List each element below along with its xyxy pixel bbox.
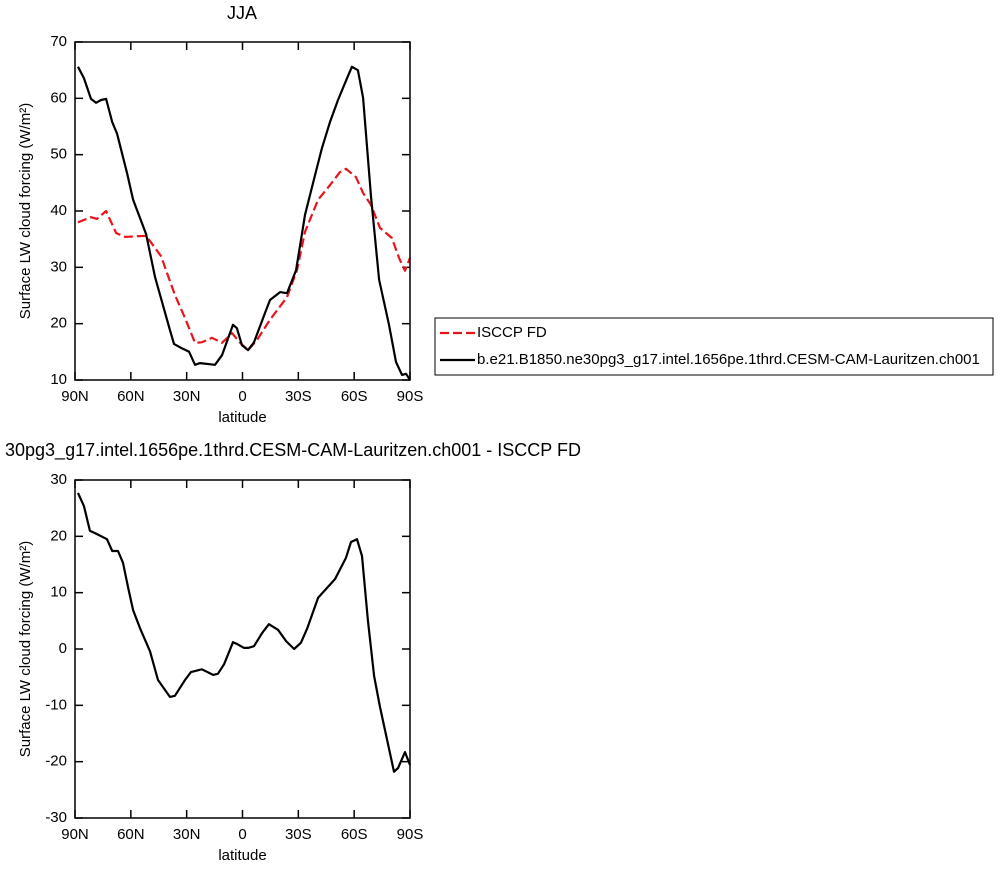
legend-box — [434, 317, 994, 376]
x-axis-label: latitude — [218, 847, 266, 864]
x-tick-label: 90S — [397, 388, 424, 405]
data-line — [76, 492, 412, 773]
x-tick-label: 30S — [285, 388, 312, 405]
y-tick-label: 70 — [50, 33, 67, 50]
y-tick-label: 10 — [50, 584, 67, 601]
plot-frame — [74, 41, 411, 381]
y-tick-label: 30 — [50, 471, 67, 488]
x-tick-label: 90N — [61, 826, 89, 843]
x-tick-label: 60S — [341, 388, 368, 405]
x-tick-label: 90S — [397, 826, 424, 843]
y-axis-label: Surface LW cloud forcing (W/m²) — [17, 103, 34, 319]
y-tick-label: -30 — [45, 809, 67, 826]
y-tick-label: 60 — [50, 89, 67, 106]
legend-label: b.e21.B1850.ne30pg3_g17.intel.1656pe.1th… — [477, 351, 980, 368]
x-tick-label: 30S — [285, 826, 312, 843]
y-tick-label: 30 — [50, 258, 67, 275]
data-line — [77, 65, 411, 381]
y-tick-label: -20 — [45, 753, 67, 770]
legend-label: ISCCP FD — [477, 324, 547, 341]
chart-title: JJA — [227, 3, 257, 23]
plot-frame — [74, 479, 411, 819]
x-tick-label: 30N — [173, 826, 201, 843]
x-tick-label: 0 — [238, 388, 246, 405]
x-tick-label: 60S — [341, 826, 368, 843]
x-axis-label: latitude — [218, 409, 266, 426]
y-tick-label: 40 — [50, 202, 67, 219]
x-tick-label: 60N — [117, 826, 145, 843]
y-tick-label: 20 — [50, 527, 67, 544]
y-tick-label: -10 — [45, 696, 67, 713]
y-tick-label: 50 — [50, 146, 67, 163]
x-tick-label: 60N — [117, 388, 145, 405]
x-tick-label: 0 — [238, 826, 246, 843]
data-line — [77, 167, 412, 352]
y-tick-label: 10 — [50, 371, 67, 388]
y-tick-label: 20 — [50, 315, 67, 332]
y-axis-label: Surface LW cloud forcing (W/m²) — [17, 541, 34, 757]
x-tick-label: 90N — [61, 388, 89, 405]
y-tick-label: 0 — [59, 640, 67, 657]
chart-title: 30pg3_g17.intel.1656pe.1thrd.CESM-CAM-La… — [5, 440, 581, 461]
x-tick-label: 30N — [173, 388, 201, 405]
